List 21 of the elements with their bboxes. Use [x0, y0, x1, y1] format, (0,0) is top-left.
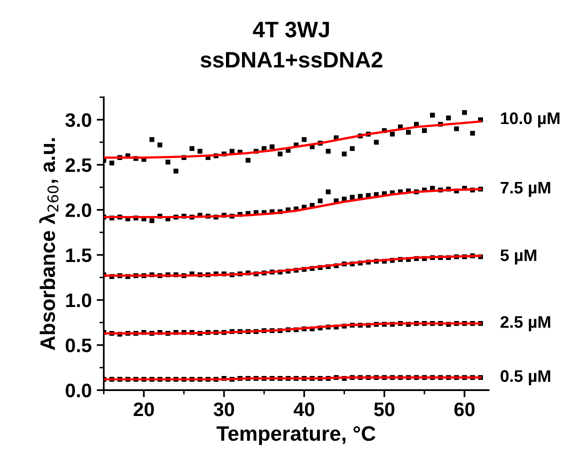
y-tick-label: 3.0	[65, 113, 92, 127]
x-tick-label: 40	[294, 402, 314, 416]
y-tick-label: 1.0	[66, 293, 92, 308]
series-label: 5 µM	[500, 250, 536, 264]
x-tick-label: 30	[214, 402, 234, 416]
series-label: 0.5 µM	[500, 370, 550, 386]
chart-subtitle: ssDNA1+ssDNA2	[200, 52, 382, 68]
y-tick-label: 0.0	[66, 384, 92, 398]
series-label: 2.5 µM	[500, 316, 550, 332]
y-tick-label: 2.0	[66, 203, 92, 218]
y-tick-label: 1.5	[66, 248, 92, 262]
chart-title: 4T 3WJ	[252, 22, 329, 38]
series-label: 10.0 µM	[501, 112, 560, 128]
x-tick-label: 60	[454, 402, 475, 416]
y-tick-label: 2.5	[66, 158, 92, 172]
series-label: 7.5 µM	[500, 182, 550, 197]
x-axis-title: Temperature, °C	[216, 426, 376, 446]
y-axis-title: Absorbance λ$_{260}$, a.u.	[39, 138, 58, 350]
x-tick-label: 20	[134, 402, 154, 416]
y-tick-label: 0.5	[66, 338, 92, 352]
x-tick-label: 50	[374, 402, 394, 416]
